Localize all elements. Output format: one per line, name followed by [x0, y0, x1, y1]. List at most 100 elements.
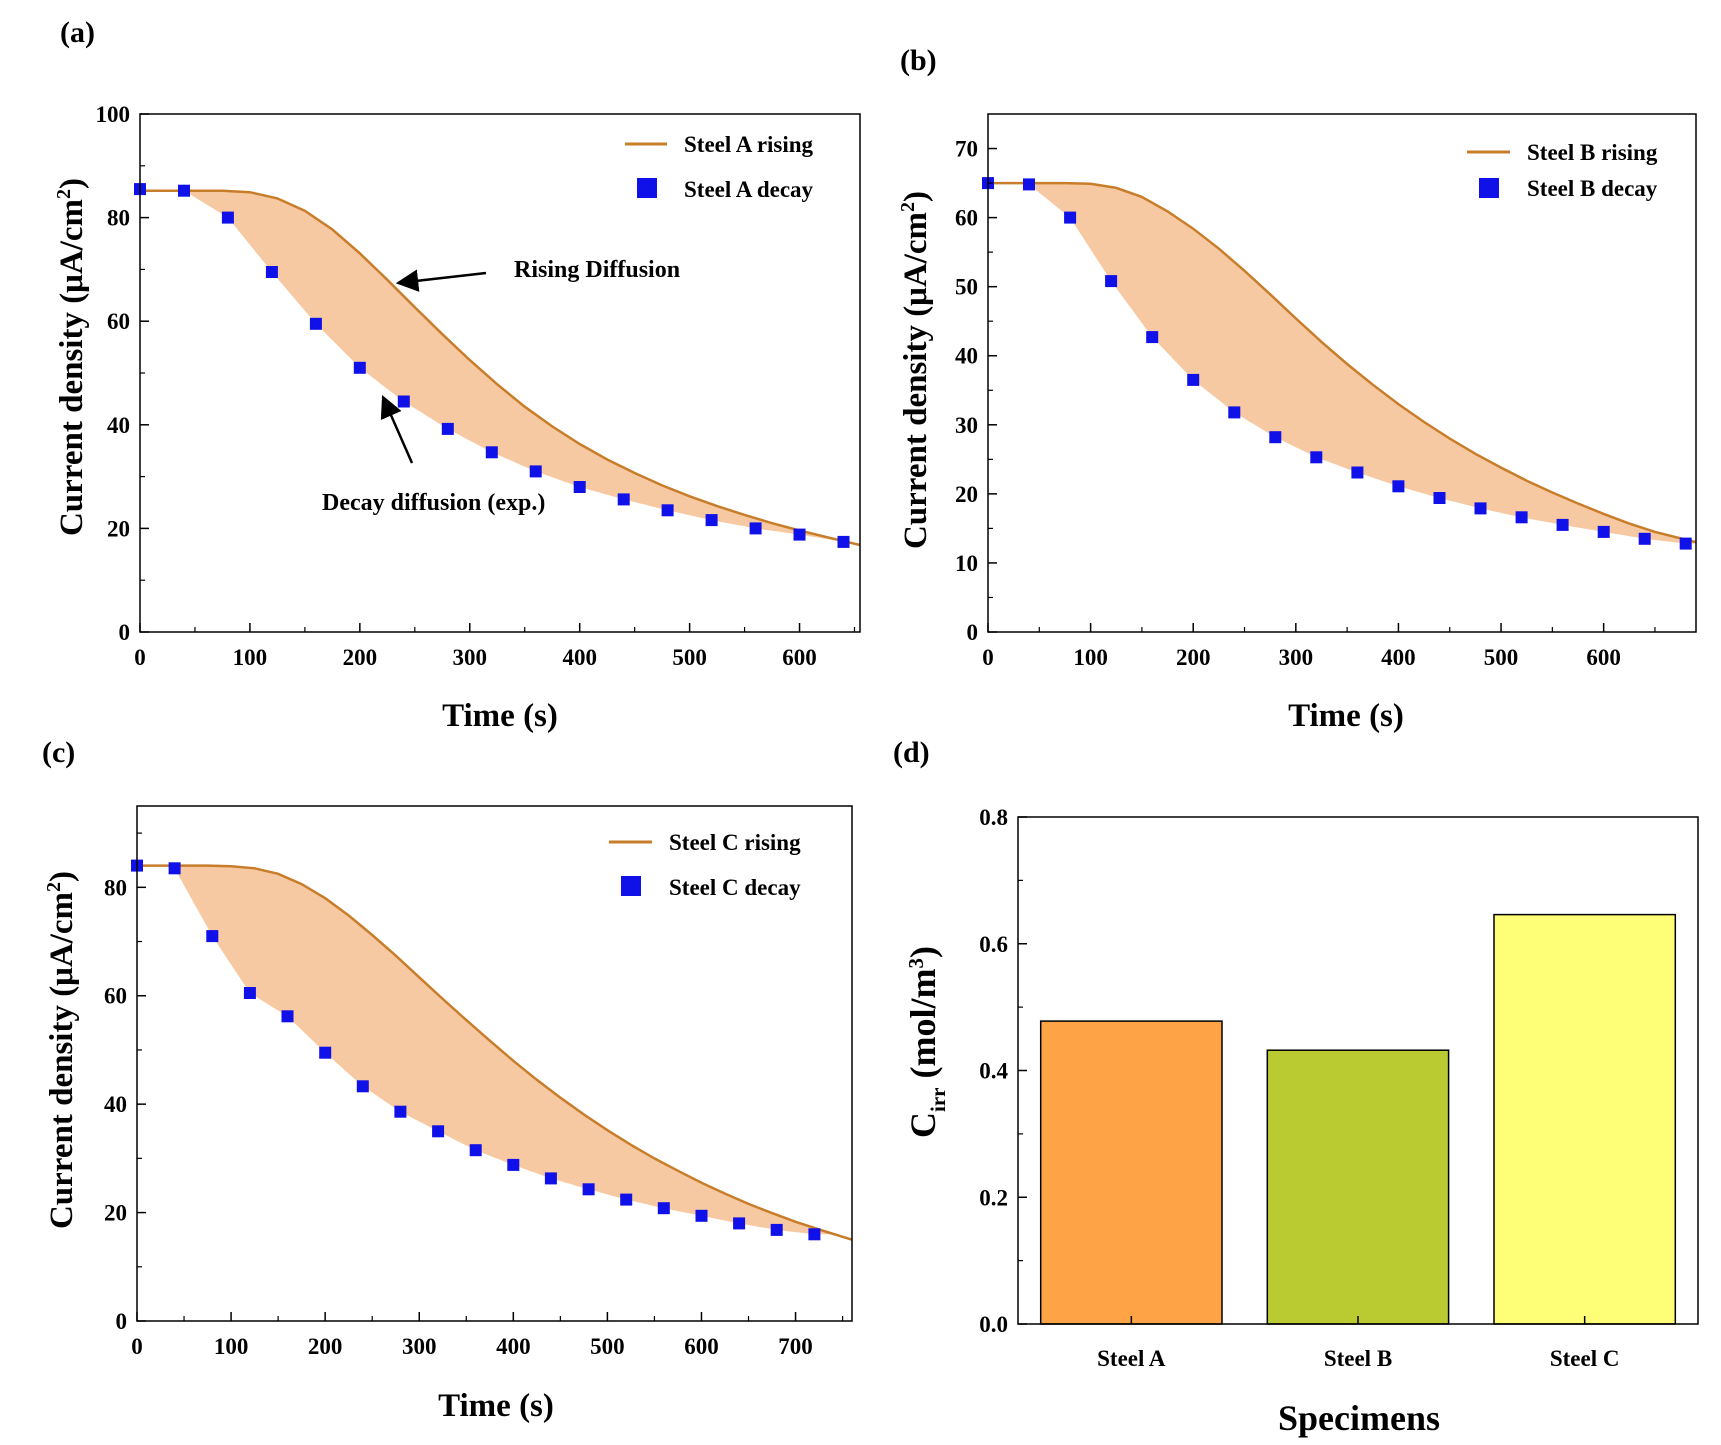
x-tick-label: 600 — [684, 1334, 719, 1359]
point-steel-b-decay-6 — [1228, 406, 1241, 419]
point-steel-c-decay-14 — [657, 1202, 670, 1215]
x-tick-label: 0 — [134, 645, 146, 670]
point-steel-c-decay-1 — [168, 862, 181, 875]
y-tick-label: 0.6 — [979, 932, 1008, 957]
legend-steel-a-rising-label: Steel A rising — [684, 132, 814, 157]
x-tick-label: 600 — [1586, 645, 1621, 670]
panel-b-ylabel: Current density (μA/cm2) — [897, 191, 934, 549]
arrow-rising-diffusion — [395, 269, 487, 292]
y-tick-label: 0.0 — [979, 1312, 1008, 1337]
point-steel-b-decay-9 — [1351, 466, 1364, 479]
point-steel-a-decay-8 — [485, 446, 498, 459]
x-tick-label: 500 — [590, 1334, 625, 1359]
point-steel-c-decay-11 — [544, 1172, 557, 1185]
point-steel-b-decay-16 — [1638, 532, 1651, 545]
y-tick-label: 0.8 — [979, 805, 1008, 830]
y-tick-label: 40 — [107, 413, 130, 438]
point-steel-a-decay-5 — [353, 361, 366, 374]
annotation-decay-diffusion: Decay diffusion (exp.) — [322, 490, 545, 516]
panel-b-plot-frame — [987, 113, 1697, 633]
point-steel-a-decay-10 — [573, 481, 586, 493]
point-steel-b-decay-7 — [1269, 431, 1282, 444]
series-steel-b-rising-line — [988, 181, 1697, 544]
panel-label-a: (a) — [60, 16, 95, 49]
point-steel-c-decay-13 — [620, 1193, 633, 1206]
x-category-label: Steel A — [1097, 1346, 1166, 1371]
panel-d-marks — [1039, 913, 1677, 1325]
y-tick-label: 0 — [119, 620, 131, 645]
y-tick-label: 0.2 — [979, 1185, 1008, 1210]
panel-c-legend: Steel C rising Steel C decay — [609, 830, 801, 900]
arrow-decay-diffusion — [380, 394, 414, 464]
y-tick-label: 0 — [967, 620, 979, 645]
point-steel-b-decay-11 — [1433, 492, 1446, 504]
panel-c-xlabel: Time (s) — [438, 1388, 554, 1424]
series-steel-a-rising-line — [140, 189, 861, 547]
point-steel-c-decay-15 — [695, 1209, 708, 1222]
legend-steel-c-decay-marker — [621, 876, 641, 896]
y-tick-label: 70 — [955, 137, 978, 162]
panel-c-plot-frame — [136, 805, 853, 1322]
panel-c-ticks: 0 100 200 300 400 500 600 700 0 20 40 60 80 — [104, 832, 844, 1359]
point-steel-c-decay-18 — [808, 1228, 821, 1241]
point-steel-c-decay-5 — [319, 1046, 332, 1059]
panel-d-ylabel: Cirr (mol/m3) — [903, 946, 950, 1138]
panel-a-ylabel: Current density (μA/cm2) — [53, 178, 90, 536]
panel-c-steel-c: (c) 0 100 200 300 400 500 600 700 0 20 40 60 80 Time… — [42, 736, 853, 1424]
point-steel-c-decay-3 — [243, 987, 256, 999]
x-tick-label: 200 — [308, 1334, 343, 1359]
point-steel-a-decay-15 — [793, 528, 806, 541]
bar-steel-c — [1493, 913, 1677, 1325]
point-steel-c-decay-10 — [507, 1158, 520, 1171]
y-tick-label: 40 — [104, 1092, 127, 1117]
bar-steel-a — [1039, 1020, 1223, 1325]
point-steel-b-decay-4 — [1146, 331, 1159, 344]
x-tick-label: 100 — [1073, 645, 1108, 670]
panel-b-marks — [982, 177, 1697, 550]
point-steel-b-decay-10 — [1392, 480, 1405, 493]
point-steel-a-decay-14 — [749, 522, 762, 535]
panel-label-b: (b) — [900, 44, 937, 77]
legend-steel-b-decay-marker — [1479, 178, 1499, 198]
panel-c-ylabel: Current density (μA/cm2) — [43, 871, 80, 1229]
x-tick-label: 400 — [496, 1334, 531, 1359]
panel-b-ticks: 0 100 200 300 400 500 600 0 10 20 30 40 50 60 70 — [955, 137, 1656, 670]
legend-steel-c-rising-label: Steel C rising — [669, 830, 801, 855]
point-steel-a-decay-3 — [265, 266, 278, 278]
point-steel-c-decay-12 — [582, 1183, 595, 1196]
y-tick-label: 60 — [955, 206, 978, 231]
panel-b-diffusion-band — [1029, 183, 1696, 544]
x-tick-label: 400 — [1381, 645, 1416, 670]
legend-steel-b-decay-label: Steel B decay — [1527, 176, 1658, 201]
point-steel-c-decay-4 — [281, 1010, 294, 1023]
panel-d-cirr-bar-chart: (d) Steel A Steel B Steel C 0.0 0.2 0.4 0.6 0.8… — [893, 736, 1699, 1438]
y-tick-label: 20 — [955, 482, 978, 507]
x-tick-label: 0 — [131, 1334, 143, 1359]
y-tick-label: 80 — [104, 875, 127, 900]
panel-a-xlabel: Time (s) — [442, 698, 558, 734]
panel-d-xlabel: Specimens — [1278, 1398, 1440, 1438]
point-steel-b-decay-17 — [1679, 537, 1692, 550]
y-tick-label: 20 — [107, 516, 130, 541]
y-tick-label: 40 — [955, 344, 978, 369]
point-steel-b-decay-1 — [1023, 178, 1035, 191]
point-steel-b-decay-5 — [1187, 373, 1200, 386]
y-tick-label: 0.4 — [979, 1059, 1008, 1084]
panel-b-steel-b: (b) 0 100 200 300 400 500 600 0 10 20 30 40 50 60 70 T… — [897, 44, 1697, 734]
point-steel-b-decay-2 — [1064, 211, 1077, 224]
panel-a-diffusion-band — [184, 190, 860, 545]
point-steel-a-decay-1 — [178, 184, 190, 197]
point-steel-b-decay-12 — [1474, 502, 1487, 515]
y-tick-label: 50 — [955, 275, 978, 300]
panel-c-marks — [131, 859, 853, 1241]
x-tick-label: 300 — [402, 1334, 437, 1359]
legend-steel-a-decay-label: Steel A decay — [684, 177, 814, 202]
point-steel-b-decay-13 — [1515, 511, 1528, 524]
point-steel-a-decay-6 — [397, 395, 410, 408]
panel-label-d: (d) — [893, 736, 930, 769]
point-steel-c-decay-8 — [432, 1125, 445, 1138]
panel-b-xlabel: Time (s) — [1288, 698, 1404, 734]
legend-steel-a-decay-marker — [637, 178, 657, 198]
legend-steel-c-decay-label: Steel C decay — [669, 875, 801, 900]
panel-a-legend: Steel A rising Steel A decay — [625, 132, 814, 202]
